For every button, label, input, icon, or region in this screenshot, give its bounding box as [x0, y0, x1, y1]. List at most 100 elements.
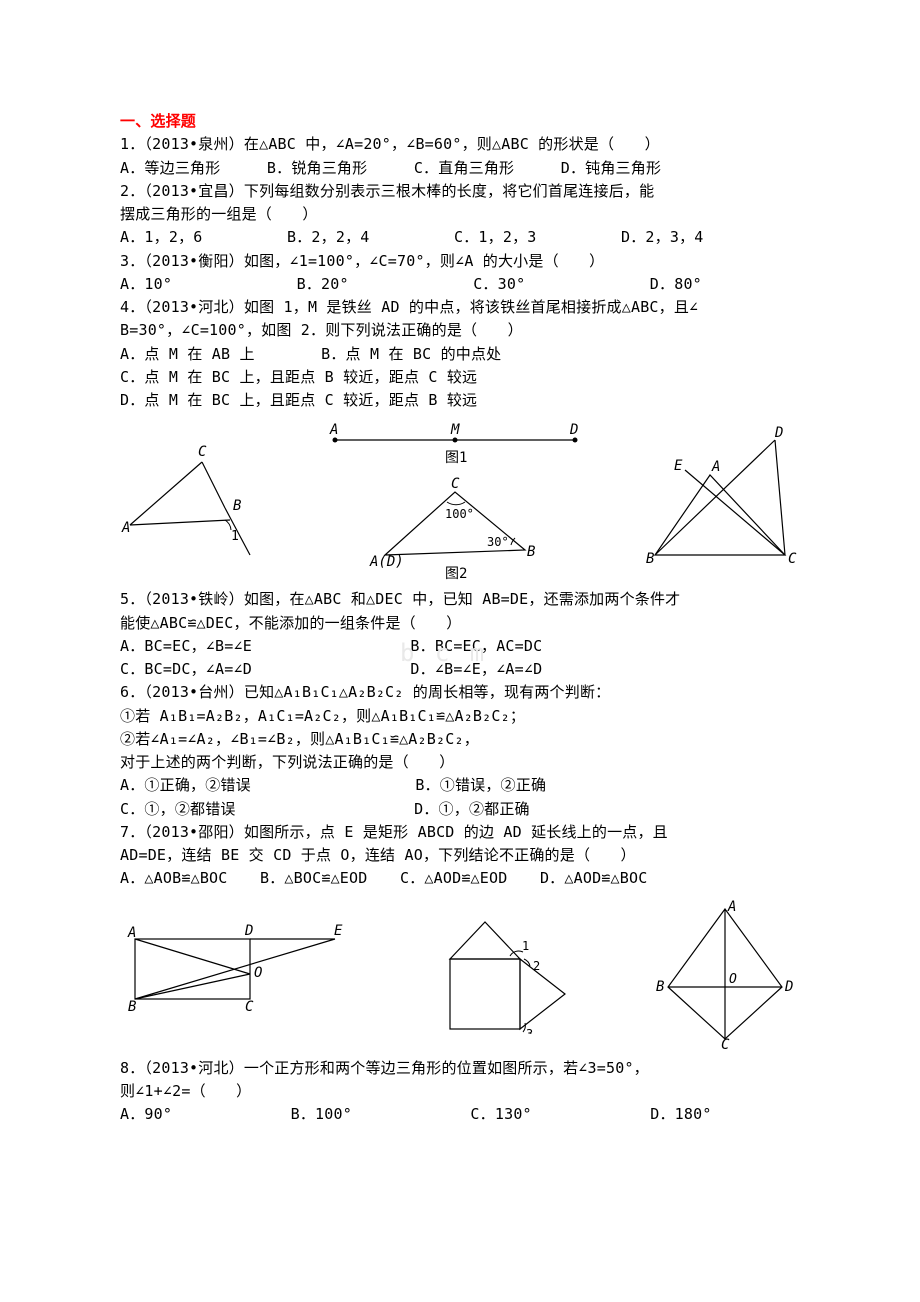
label-1: 1 — [231, 529, 239, 544]
label-tu2: 图2 — [445, 566, 467, 580]
q2-optA: A．1，2，6 — [120, 228, 203, 246]
q8-l1: 8．（2013•河北）一个正方形和两个等边三角形的位置如图所示，若∠3=50°， — [120, 1057, 800, 1080]
l-E: E — [334, 923, 343, 939]
q6-l1: 6．（2013•台州）已知△A₁B₁C₁△A₂B₂C₂ 的周长相等，现有两个判断… — [120, 681, 800, 704]
q7-b: B．△BOC≌△EOD — [260, 869, 368, 887]
q1-optD: D．钝角三角形 — [561, 159, 661, 177]
q2-l1: 2．（2013•宜昌）下列每组数分别表示三根木棒的长度，将它们首尾连接后，能 — [120, 180, 800, 203]
q1-options: A．等边三角形 B．锐角三角形 C．直角三角形 D．钝角三角形 — [120, 157, 800, 180]
q3-optD: D．80° — [650, 275, 702, 293]
q2-optB: B．2，2，4 — [287, 228, 370, 246]
q9-figure: A B C D O — [650, 899, 800, 1049]
label-C: C — [198, 444, 207, 460]
q8-l2: 则∠1+∠2=（ ） — [120, 1080, 800, 1103]
lbl-E: E — [674, 458, 683, 474]
lbl-AD: A(D) — [369, 554, 404, 570]
q5-d: D．∠B=∠E，∠A=∠D — [410, 660, 542, 678]
l-D: D — [244, 923, 253, 939]
l-B: B — [128, 999, 136, 1015]
q5-row1: A．BC=EC，∠B=∠E B．BC=EC，AC=DC — [120, 635, 800, 658]
l-C: C — [245, 999, 254, 1015]
q7-l2: AD=DE，连结 BE 交 CD 于点 O，连结 AO，下列结论不正确的是（ ） — [120, 844, 800, 867]
q2-optC: C．1，2，3 — [454, 228, 537, 246]
q6-a: A．①正确，②错误 — [120, 776, 251, 794]
q5-a: A．BC=EC，∠B=∠E — [120, 637, 252, 655]
q6-l3: ②若∠A₁=∠A₂，∠B₁=∠B₂，则△A₁B₁C₁≌△A₂B₂C₂， — [120, 728, 800, 751]
k-B: B — [656, 979, 664, 995]
q7-l1: 7．（2013•邵阳）如图所示，点 E 是矩形 ABCD 的边 AD 延长线上的… — [120, 821, 800, 844]
q4-c: C．点 M 在 BC 上，且距点 B 较近，距点 C 较远 — [120, 366, 800, 389]
lbl-D2: D — [774, 425, 783, 441]
q3-options: A．10° B．20° C．30° D．80° — [120, 273, 800, 296]
l-2: 2 — [533, 959, 540, 973]
section-title: 一、选择题 — [120, 110, 800, 133]
q4-b-text: B．点 M 在 BC 的中点处 — [321, 345, 501, 363]
page: b c m 一、选择题 1．（2013•泉州）在△ABC 中，∠A=20°，∠B… — [0, 0, 920, 1216]
q8-b: B．100° — [291, 1105, 352, 1123]
q5-l2: 能使△ABC≌△DEC，不能添加的一组条件是（ ） — [120, 612, 800, 635]
k-A: A — [727, 899, 736, 915]
q4-d: D．点 M 在 BC 上，且距点 C 较近，距点 B 较远 — [120, 389, 800, 412]
q8-c: C．130° — [470, 1105, 531, 1123]
k-O: O — [729, 972, 737, 987]
l-1: 1 — [522, 939, 529, 953]
q3-figure: A B C 1 — [120, 440, 270, 560]
lbl-C2: C — [788, 551, 797, 567]
q4-l1: 4．（2013•河北）如图 1，M 是铁丝 AD 的中点，将该铁丝首尾相接折成△… — [120, 296, 800, 319]
q7-options: A．△AOB≌△BOC B．△BOC≌△EOD C．△AOD≌△EOD D．△A… — [120, 867, 800, 890]
q4-a: A．点 M 在 AB 上 B．点 M 在 BC 的中点处 — [120, 343, 800, 366]
q7-d: D．△AOD≌△BOC — [540, 869, 648, 887]
k-C: C — [721, 1037, 730, 1049]
label-D: D — [569, 422, 578, 438]
q6-row2: C．①，②都错误 D．①，②都正确 — [120, 798, 800, 821]
q5-row2: C．BC=DC，∠A=∠D D．∠B=∠E，∠A=∠D — [120, 658, 800, 681]
q6-b: B．①错误，②正确 — [415, 776, 546, 794]
l-O: O — [254, 965, 262, 981]
q4-a-text: A．点 M 在 AB 上 — [120, 345, 255, 363]
q6-l4: 对于上述的两个判断，下列说法正确的是（ ） — [120, 751, 800, 774]
q3-optC: C．30° — [473, 275, 525, 293]
q8-d: D．180° — [650, 1105, 711, 1123]
label-A2: A — [329, 422, 338, 438]
q8-options: A．90° B．100° C．130° D．180° — [120, 1103, 800, 1126]
q5-b: B．BC=EC，AC=DC — [410, 637, 542, 655]
q7-figure: A B C D E O — [120, 919, 350, 1029]
q6-c: C．①，②都错误 — [120, 800, 236, 818]
label-B: B — [233, 498, 241, 514]
l-3: 3 — [526, 1027, 533, 1034]
q5-l1: 5．（2013•铁岭）如图，在△ABC 和△DEC 中，已知 AB=DE，还需添… — [120, 588, 800, 611]
lbl-A3: A — [711, 459, 720, 475]
q5-c: C．BC=DC，∠A=∠D — [120, 660, 252, 678]
q7-a: A．△AOB≌△BOC — [120, 869, 228, 887]
q3-text: 3．（2013•衡阳）如图，∠1=100°，∠C=70°，则∠A 的大小是（ ） — [120, 250, 800, 273]
lbl-B: B — [527, 544, 535, 560]
q3-optB: B．20° — [297, 275, 349, 293]
label-100: 100° — [445, 507, 474, 521]
q8-figure: 1 2 3 — [405, 914, 595, 1034]
q3-optA: A．10° — [120, 275, 172, 293]
label-A: A — [121, 520, 130, 536]
q6-l2: ①若 A₁B₁=A₂B₂，A₁C₁=A₂C₂，则△A₁B₁C₁≌△A₂B₂C₂； — [120, 705, 800, 728]
q1-text: 1．（2013•泉州）在△ABC 中，∠A=20°，∠B=60°，则△ABC 的… — [120, 133, 800, 156]
q4-l2: B=30°，∠C=100°，如图 2．则下列说法正确的是（ ） — [120, 319, 800, 342]
k-D: D — [784, 979, 793, 995]
figure-row-2: A B C D E O 1 2 3 A B C D O — [120, 899, 800, 1049]
q8-a: A．90° — [120, 1105, 172, 1123]
lbl-B2: B — [646, 551, 654, 567]
q7-c: C．△AOD≌△EOD — [400, 869, 508, 887]
l-A: A — [127, 925, 136, 941]
q4-figure: A M D 图1 100° 30° C B A(D) 图2 — [315, 420, 595, 580]
q2-options: A．1，2，6 B．2，2，4 C．1，2，3 D．2，3，4 — [120, 226, 800, 249]
q2-l2: 摆成三角形的一组是（ ） — [120, 203, 800, 226]
q5-figure: B C A D E — [640, 425, 800, 575]
label-30: 30° — [487, 535, 509, 549]
label-tu1: 图1 — [445, 450, 467, 466]
label-M: M — [450, 422, 460, 438]
q6-d: D．①，②都正确 — [414, 800, 530, 818]
lbl-C: C — [451, 476, 460, 492]
figure-row-1: A B C 1 A M D 图1 100° 30° C B A(D) 图2 — [120, 420, 800, 580]
q6-row1: A．①正确，②错误 B．①错误，②正确 — [120, 774, 800, 797]
q2-optD: D．2，3，4 — [621, 228, 704, 246]
q1-optA: A．等边三角形 — [120, 159, 220, 177]
q1-optB: B．锐角三角形 — [267, 159, 367, 177]
